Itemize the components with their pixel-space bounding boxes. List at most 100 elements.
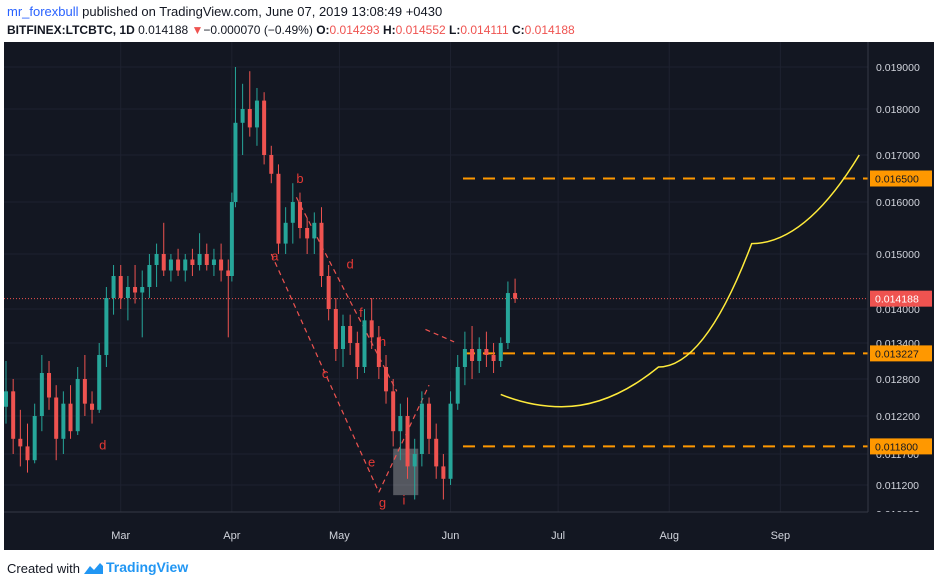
publish-info: published on TradingView.com, June 07, 2… <box>78 4 443 19</box>
cloud-icon <box>84 563 103 574</box>
tradingview-brand: TradingView <box>106 559 189 575</box>
candle-body <box>283 222 288 244</box>
annotation-label: d <box>347 256 354 271</box>
price-tick-label: 0.015000 <box>876 249 920 261</box>
tradingview-logo[interactable]: TradingView <box>82 559 188 575</box>
candle-body <box>247 109 252 128</box>
candle-body <box>82 379 87 404</box>
price-tick-label: 0.019000 <box>876 62 920 74</box>
trend-line <box>270 253 380 493</box>
candle-body <box>269 155 274 174</box>
candle-body <box>161 254 166 271</box>
time-tick-label: Jun <box>442 530 460 542</box>
candle-body <box>154 254 159 265</box>
time-axis[interactable]: Mar Apr May Jun Jul Aug Sep <box>4 511 934 550</box>
candle-body <box>462 349 467 367</box>
candle-body <box>326 276 331 309</box>
trend-line <box>378 384 430 493</box>
candle-body <box>111 276 116 298</box>
candle-body <box>376 337 381 367</box>
chart-footer: Created with TradingView <box>0 552 938 586</box>
candle-body <box>505 293 510 343</box>
created-with-label: Created with <box>7 561 80 576</box>
candle-body <box>204 254 209 265</box>
candle-body <box>240 109 245 123</box>
annotation-label: f <box>359 305 363 320</box>
candle-body <box>229 202 234 276</box>
price-tick-label: 0.012800 <box>876 374 920 386</box>
candle-body <box>68 403 73 432</box>
projection-curve <box>500 154 860 408</box>
price-level-tag-label: 0.013227 <box>875 348 919 360</box>
time-tick-label: Aug <box>659 530 679 542</box>
candle-body <box>498 343 503 361</box>
last-price-tag-label: 0.014188 <box>875 294 919 306</box>
candle-body <box>491 355 496 361</box>
low-value: 0.014111 <box>460 23 509 37</box>
candle-body <box>75 379 80 432</box>
candle-body <box>419 403 424 454</box>
price-tick-label: 0.016000 <box>876 197 920 209</box>
candle-body <box>118 276 123 298</box>
candle-body <box>18 438 23 447</box>
symbol-label: BITFINEX:LTCBTC, 1D <box>7 23 135 37</box>
candle-body <box>47 373 52 398</box>
candle-body <box>470 349 475 361</box>
price-tick-label: 0.011200 <box>876 480 919 492</box>
candle-body <box>254 100 259 128</box>
candle-body <box>233 122 238 202</box>
publisher-line: mr_forexbull published on TradingView.co… <box>7 4 442 19</box>
close-value: 0.014188 <box>524 23 575 37</box>
candle-body <box>226 270 231 276</box>
annotations: a b c d d f h e g i <box>99 171 405 510</box>
annotation-label: a <box>271 249 279 264</box>
candle-body <box>168 259 173 271</box>
price-level-tag <box>870 170 932 187</box>
candle-body <box>340 326 345 349</box>
price-levels <box>4 177 868 448</box>
candle-body <box>312 222 317 239</box>
candle-body <box>348 326 353 343</box>
high-value: 0.014552 <box>395 23 446 37</box>
chart-background <box>4 42 934 550</box>
candle-body <box>448 403 453 479</box>
candle-body <box>147 265 152 287</box>
candle-body <box>104 298 109 355</box>
time-axis-background <box>4 512 934 550</box>
candle-body <box>54 397 59 439</box>
price-level-tag <box>870 438 932 455</box>
candle-body <box>513 293 518 299</box>
candle-body <box>140 287 145 293</box>
last-price: 0.014188 <box>138 23 189 37</box>
publisher-name[interactable]: mr_forexbull <box>7 4 79 19</box>
annotation-label: e <box>368 454 375 469</box>
candle-body <box>441 466 446 479</box>
close-label: C: <box>511 23 525 37</box>
price-tick-label: 0.018000 <box>876 104 920 116</box>
price-tick-label: 0.017000 <box>876 150 920 162</box>
candle-body <box>190 259 195 265</box>
candle-body <box>276 173 281 244</box>
time-tick-label: Jul <box>551 530 565 542</box>
annotation-label: b <box>296 171 303 186</box>
chart-header: mr_forexbull published on TradingView.co… <box>0 0 938 42</box>
down-arrow-icon: ▼ <box>191 23 204 37</box>
candle-body <box>39 373 44 416</box>
candle-body <box>219 259 224 271</box>
candle-body <box>262 100 267 155</box>
price-level-tag <box>870 345 932 362</box>
candle-body <box>133 287 138 293</box>
annotation-label: i <box>402 493 405 508</box>
candle-body <box>405 416 410 467</box>
candle-body <box>211 259 216 265</box>
candle-body <box>355 343 360 367</box>
candle-body <box>11 391 16 439</box>
time-tick-label: May <box>329 530 350 542</box>
time-tick-label: Sep <box>771 530 791 542</box>
annotation-label: h <box>379 334 386 349</box>
time-tick-label: Mar <box>111 530 130 542</box>
price-axis[interactable]: 0.0108000.0112000.0117000.0122000.012800… <box>867 42 934 550</box>
time-tick-label: Apr <box>223 530 240 542</box>
